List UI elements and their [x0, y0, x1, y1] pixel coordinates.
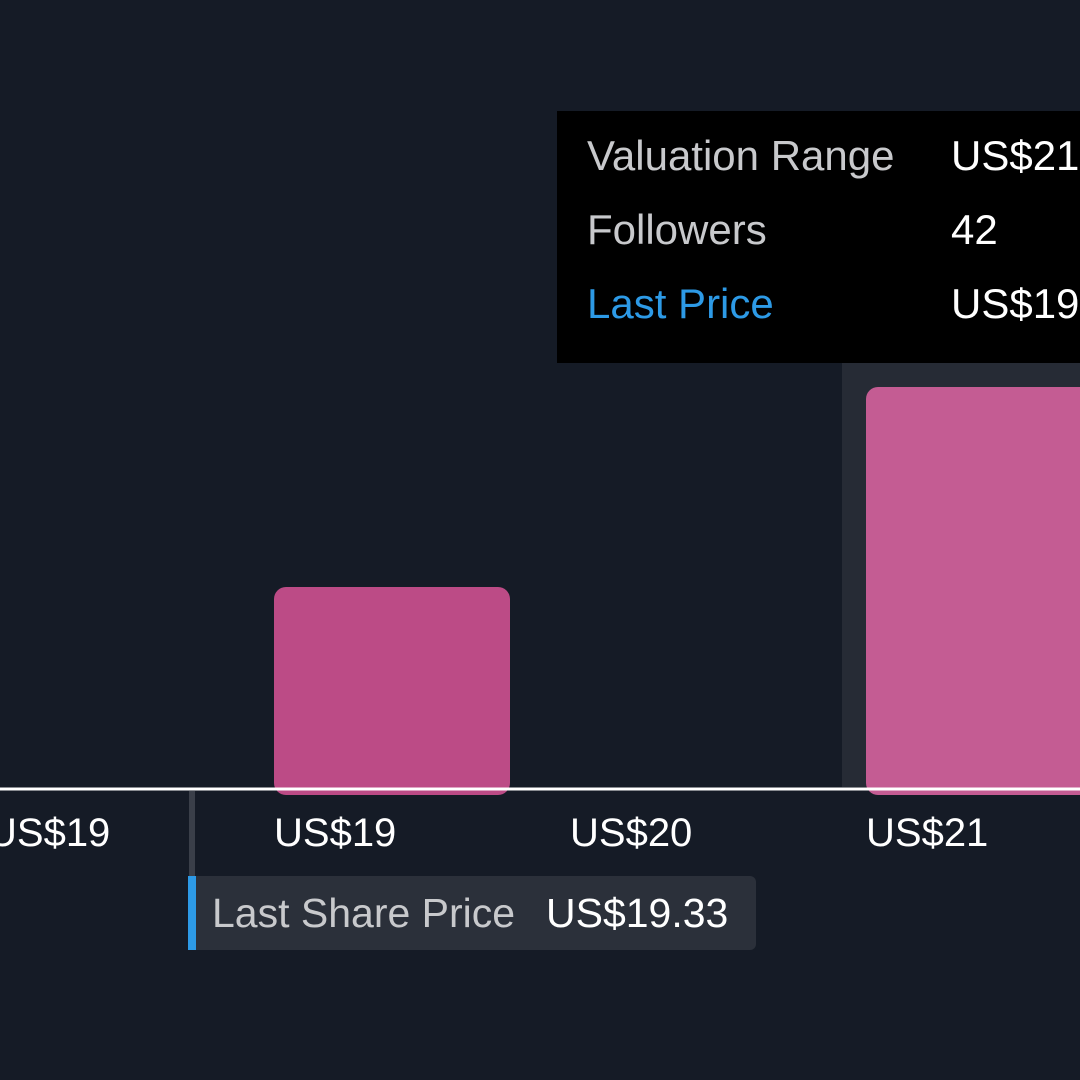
x-tick-label: US$19: [0, 811, 111, 855]
tooltip-value: US$19: [951, 280, 1080, 327]
tooltip-value: US$21: [951, 132, 1080, 179]
tooltip-label: Followers: [587, 206, 767, 253]
last-share-price-label: Last Share Price: [212, 890, 516, 936]
last-share-price-value: US$19.33: [546, 890, 729, 936]
chart-tooltip: Valuation Range US$21 Followers 42 Last …: [557, 111, 1080, 363]
x-tick-label: US$20: [570, 811, 693, 855]
last-share-price-tag: Last Share Price US$19.33: [188, 876, 756, 950]
x-tick-label: US$19: [274, 811, 397, 855]
bar[interactable]: [866, 387, 1080, 795]
tooltip-value: 42: [951, 206, 998, 253]
x-tick-label: US$21: [866, 811, 989, 855]
tooltip-label: Valuation Range: [587, 132, 895, 179]
tooltip-label: Last Price: [587, 280, 774, 327]
bar[interactable]: [274, 587, 510, 795]
